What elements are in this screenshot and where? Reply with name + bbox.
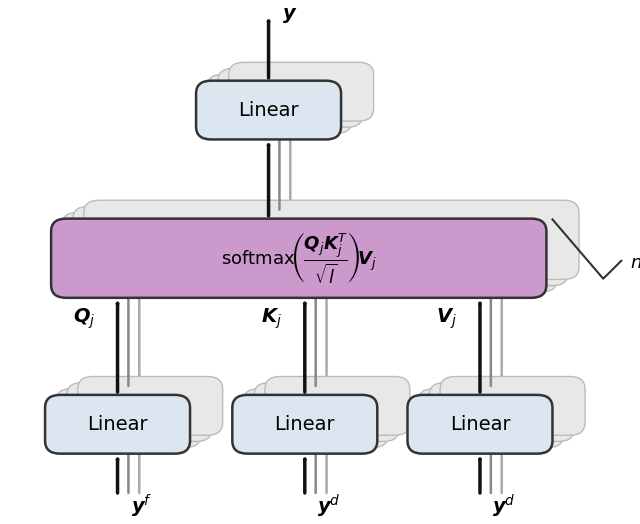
FancyBboxPatch shape — [440, 377, 585, 435]
Text: $\boldsymbol{y}^d$: $\boldsymbol{y}^d$ — [317, 493, 340, 520]
FancyBboxPatch shape — [207, 74, 352, 133]
FancyBboxPatch shape — [254, 383, 399, 441]
Text: $\boldsymbol{Q}_j$: $\boldsymbol{Q}_j$ — [73, 306, 95, 331]
Text: $\boldsymbol{V}_j$: $\boldsymbol{V}_j$ — [436, 306, 457, 331]
FancyBboxPatch shape — [218, 69, 363, 127]
Text: $\boldsymbol{y}$: $\boldsymbol{y}$ — [282, 6, 298, 25]
FancyBboxPatch shape — [67, 383, 212, 441]
FancyBboxPatch shape — [196, 81, 341, 139]
FancyBboxPatch shape — [265, 377, 410, 435]
FancyBboxPatch shape — [77, 377, 223, 435]
FancyBboxPatch shape — [429, 383, 574, 441]
FancyBboxPatch shape — [419, 389, 563, 447]
FancyBboxPatch shape — [56, 389, 201, 447]
Text: Linear: Linear — [450, 415, 510, 434]
FancyBboxPatch shape — [62, 213, 557, 292]
FancyBboxPatch shape — [84, 200, 579, 279]
FancyBboxPatch shape — [45, 395, 190, 454]
FancyBboxPatch shape — [228, 62, 374, 121]
Text: $\boldsymbol{K}_j$: $\boldsymbol{K}_j$ — [261, 306, 282, 331]
Text: $\boldsymbol{y}^d$: $\boldsymbol{y}^d$ — [492, 493, 516, 520]
FancyBboxPatch shape — [232, 395, 378, 454]
FancyBboxPatch shape — [243, 389, 388, 447]
FancyBboxPatch shape — [51, 219, 547, 298]
Text: Linear: Linear — [275, 415, 335, 434]
Text: Linear: Linear — [238, 101, 299, 119]
FancyBboxPatch shape — [408, 395, 552, 454]
Text: softmax$\!\left(\dfrac{\boldsymbol{Q}_j \boldsymbol{K}_j^T}{\sqrt{l}}\right)\!\b: softmax$\!\left(\dfrac{\boldsymbol{Q}_j … — [221, 231, 377, 286]
Text: $n$: $n$ — [630, 254, 640, 272]
Text: Linear: Linear — [87, 415, 148, 434]
FancyBboxPatch shape — [73, 206, 568, 286]
Text: $\boldsymbol{y}^f$: $\boldsymbol{y}^f$ — [131, 493, 152, 520]
